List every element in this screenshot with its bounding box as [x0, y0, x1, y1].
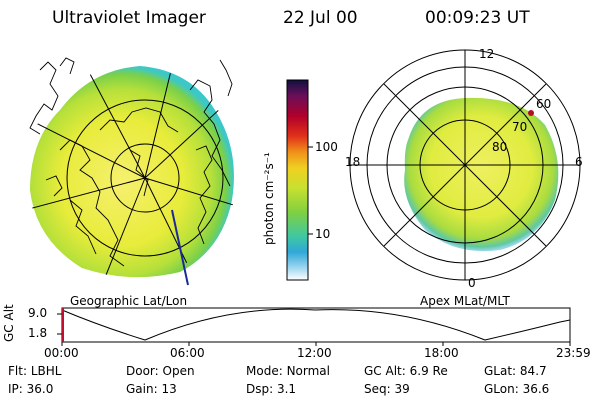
timeline-plot — [57, 307, 571, 346]
mlt-label-12: 12 — [479, 47, 495, 61]
mlat-label-60: 60 — [536, 97, 552, 111]
app-title: Ultraviolet Imager — [52, 8, 206, 28]
coastlines — [29, 57, 233, 267]
timeline-ytick-low: 1.8 — [28, 326, 48, 340]
right-grid — [349, 49, 581, 281]
mlt-label-6: 6 — [575, 155, 583, 169]
color-bar — [286, 79, 313, 281]
timeline-xtick: 00:00 — [44, 346, 79, 360]
mlat-label-80: 80 — [492, 140, 508, 154]
time-label: 00:09:23 UT — [425, 8, 530, 28]
info-mode: Mode: Normal — [246, 364, 330, 378]
mlat-label-70: 70 — [512, 120, 528, 134]
timeline-ytick-high: 9.0 — [28, 306, 48, 320]
timeline-xtick: 06:00 — [170, 346, 205, 360]
terminator-line — [171, 209, 189, 286]
mlt-label-18: 18 — [345, 155, 361, 169]
info-glat: GLat: 84.7 — [484, 364, 547, 378]
info-gain: Gain: 13 — [126, 382, 177, 396]
colorbar-unit-label: photon cm⁻²s⁻¹ — [262, 152, 276, 245]
info-door: Door: Open — [126, 364, 195, 378]
info-dsp: Dsp: 3.1 — [246, 382, 297, 396]
left-map-caption: Geographic Lat/Lon — [70, 294, 188, 308]
info-glon: GLon: 36.6 — [484, 382, 550, 396]
timeline-xtick: 12:00 — [297, 346, 332, 360]
geographic-map — [26, 57, 238, 286]
timeline-xtick: 23:59 — [556, 346, 591, 360]
current-time-marker — [62, 308, 64, 342]
info-filter: Flt: LBHL — [8, 364, 62, 378]
colorbar-tick-10: 10 — [315, 227, 331, 241]
info-ip: IP: 36.0 — [8, 382, 54, 396]
info-seq: Seq: 39 — [364, 382, 410, 396]
info-gc-alt: GC Alt: 6.9 Re — [364, 364, 448, 378]
right-map-caption: Apex MLat/MLT — [420, 294, 510, 308]
apex-mlat-mlt-map — [349, 49, 581, 281]
colorbar-tick-100: 100 — [315, 140, 338, 154]
right-aurora-image — [404, 97, 559, 252]
satellite-position-marker — [528, 110, 534, 116]
timeline-ylabel: GC Alt — [2, 304, 16, 342]
mlt-label-0: 0 — [468, 276, 476, 290]
date-label: 22 Jul 00 — [283, 8, 358, 28]
timeline-xtick: 18:00 — [424, 346, 459, 360]
